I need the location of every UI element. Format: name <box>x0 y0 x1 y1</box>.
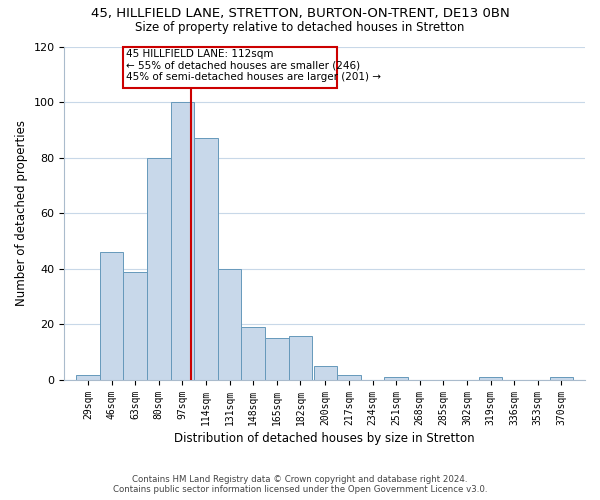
Bar <box>479 378 502 380</box>
Text: 45, HILLFIELD LANE, STRETTON, BURTON-ON-TRENT, DE13 0BN: 45, HILLFIELD LANE, STRETTON, BURTON-ON-… <box>91 8 509 20</box>
Bar <box>147 158 170 380</box>
Bar <box>385 378 408 380</box>
X-axis label: Distribution of detached houses by size in Stretton: Distribution of detached houses by size … <box>175 432 475 445</box>
Bar <box>265 338 289 380</box>
Bar <box>100 252 124 380</box>
Text: 45 HILLFIELD LANE: 112sqm
← 55% of detached houses are smaller (246)
45% of semi: 45 HILLFIELD LANE: 112sqm ← 55% of detac… <box>126 50 381 82</box>
Bar <box>314 366 337 380</box>
Bar <box>194 138 218 380</box>
Bar <box>289 336 312 380</box>
Bar <box>218 269 241 380</box>
Bar <box>124 272 147 380</box>
FancyBboxPatch shape <box>124 46 337 88</box>
Text: Contains HM Land Registry data © Crown copyright and database right 2024.
Contai: Contains HM Land Registry data © Crown c… <box>113 474 487 494</box>
Y-axis label: Number of detached properties: Number of detached properties <box>15 120 28 306</box>
Bar <box>241 328 265 380</box>
Text: Size of property relative to detached houses in Stretton: Size of property relative to detached ho… <box>136 21 464 34</box>
Bar <box>170 102 194 380</box>
Bar <box>76 374 100 380</box>
Bar <box>337 374 361 380</box>
Bar <box>550 378 573 380</box>
